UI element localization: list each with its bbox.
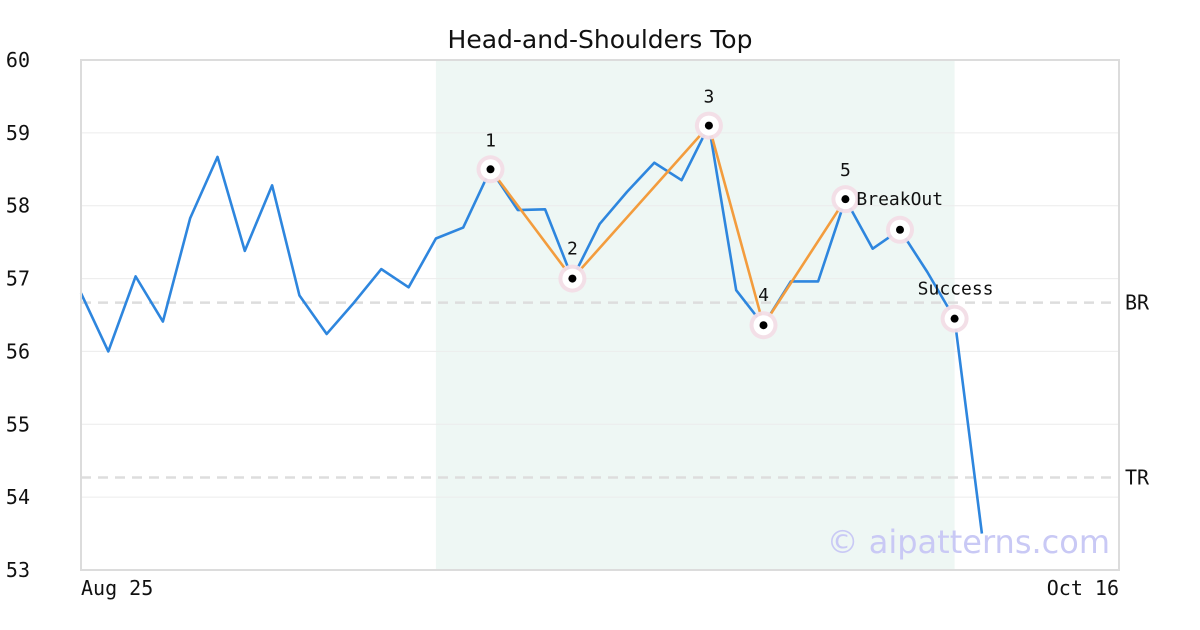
y-tick-label: 56 <box>6 339 30 363</box>
chart-title: Head-and-Shoulders Top <box>448 25 753 54</box>
pattern-point-label: 5 <box>840 160 851 181</box>
pattern-markers <box>476 111 969 340</box>
y-tick-label: 59 <box>6 121 30 145</box>
watermark: © aipatterns.com <box>827 523 1110 561</box>
pattern-region <box>435 60 955 570</box>
y-tick-label: 53 <box>6 558 30 582</box>
reference-lines: BR TR <box>81 291 1150 489</box>
x-tick-label-end: Oct 16 <box>1047 576 1119 600</box>
marker-dot <box>950 314 959 323</box>
marker-dot <box>486 165 495 174</box>
y-tick-label: 60 <box>6 48 30 72</box>
breakout-annotation: BreakOut <box>856 189 943 210</box>
y-tick-label: 54 <box>6 485 30 509</box>
marker-dot <box>568 274 577 283</box>
pattern-point-labels: 1 2 3 4 5 <box>485 87 851 307</box>
reference-line-label: BR <box>1125 291 1150 315</box>
x-tick-label-start: Aug 25 <box>81 576 153 600</box>
marker-dot <box>759 321 768 330</box>
y-axis-ticks: 53 54 55 56 57 58 59 60 <box>6 48 30 582</box>
y-tick-label: 57 <box>6 267 30 291</box>
reference-line-label: TR <box>1125 465 1150 489</box>
pattern-point-label: 1 <box>485 130 496 151</box>
annotations: BreakOut Success <box>856 189 993 299</box>
marker-dot <box>841 195 850 204</box>
pattern-point-label: 4 <box>758 285 769 306</box>
gridlines <box>81 59 1119 571</box>
price-series-line <box>79 124 984 534</box>
pattern-point-label: 3 <box>703 87 714 108</box>
y-tick-label: 58 <box>6 194 30 218</box>
plot-frame <box>80 59 1120 571</box>
success-annotation: Success <box>918 279 994 300</box>
pattern-point-label: 2 <box>567 239 578 260</box>
y-tick-label: 55 <box>6 412 30 436</box>
marker-dot <box>704 121 713 130</box>
marker-dot <box>896 225 904 234</box>
